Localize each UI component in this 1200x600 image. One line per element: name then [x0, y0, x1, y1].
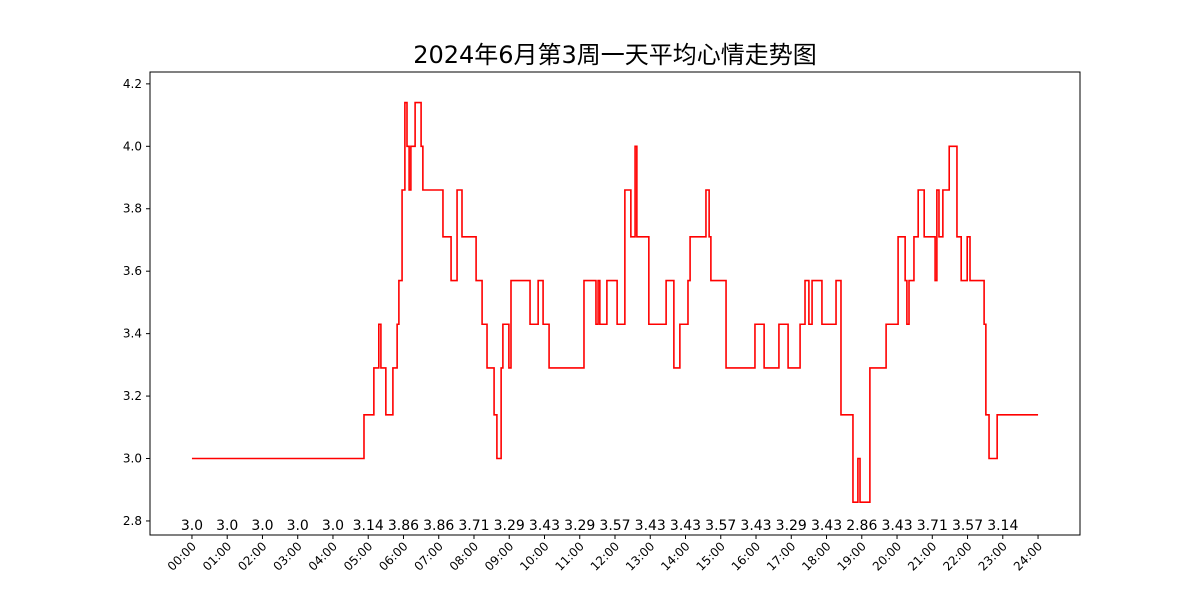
hour-annotation: 3.0	[287, 518, 309, 534]
hour-annotation: 3.57	[705, 518, 736, 534]
hour-annotation: 3.0	[322, 518, 344, 534]
y-tick-label: 3.8	[123, 202, 142, 216]
hour-annotation: 3.86	[423, 518, 454, 534]
line	[191, 101, 1039, 504]
hour-annotation: 3.43	[811, 518, 842, 534]
hour-annotation: 3.57	[599, 518, 630, 534]
y-tick-label: 3.4	[123, 327, 142, 341]
hour-annotation: 3.43	[529, 518, 560, 534]
hour-annotation: 2.86	[846, 518, 877, 534]
hour-annotation: 3.29	[776, 518, 807, 534]
hour-annotation: 3.71	[458, 518, 489, 534]
y-tick-label: 3.2	[123, 389, 142, 403]
y-tick-label: 4.2	[123, 77, 142, 91]
hour-annotation: 3.43	[670, 518, 701, 534]
hour-annotation: 3.14	[353, 518, 384, 534]
y-tick-label: 3.6	[123, 264, 142, 278]
hour-annotation: 3.43	[740, 518, 771, 534]
hour-annotation: 3.29	[494, 518, 525, 534]
y-tick-label: 2.8	[123, 514, 142, 528]
hour-annotation: 3.29	[564, 518, 595, 534]
y-tick-label: 4.0	[123, 139, 142, 153]
hour-annotation: 3.43	[635, 518, 666, 534]
hour-annotation: 3.86	[388, 518, 419, 534]
hour-annotation: 3.43	[881, 518, 912, 534]
hour-annotation: 3.0	[216, 518, 238, 534]
hour-annotation: 3.0	[251, 518, 273, 534]
hour-annotation: 3.71	[917, 518, 948, 534]
y-tick-label: 3.0	[123, 452, 142, 466]
hour-annotation: 3.14	[987, 518, 1018, 534]
hour-annotation: 3.57	[952, 518, 983, 534]
chart-title: 2024年6月第3周一天平均心情走势图	[413, 41, 817, 69]
hour-annotation: 3.0	[181, 518, 203, 534]
